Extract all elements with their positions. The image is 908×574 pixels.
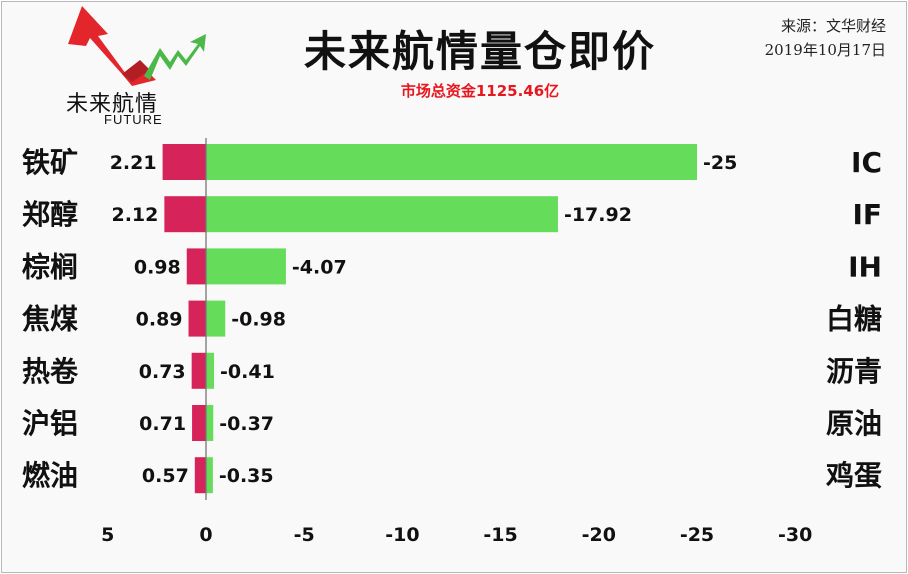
value-label-left-1: 2.12 bbox=[111, 204, 158, 226]
category-label-left-6: 燃油 bbox=[22, 459, 78, 492]
x-tick-label-3: -10 bbox=[385, 524, 419, 546]
logo-text: 未来航情 bbox=[66, 92, 159, 117]
x-tick-label-7: -30 bbox=[778, 524, 812, 546]
bar-right-0 bbox=[206, 144, 697, 180]
bar-right-3 bbox=[206, 300, 226, 337]
category-label-left-0: 铁矿 bbox=[22, 146, 78, 179]
bar-left-1 bbox=[164, 196, 206, 233]
value-label-right-6: -0.35 bbox=[219, 465, 274, 487]
source-label: 来源：文华财经 bbox=[780, 17, 886, 35]
value-label-left-2: 0.98 bbox=[134, 256, 181, 278]
category-label-right-6: 鸡蛋 bbox=[825, 459, 882, 492]
bar-right-5 bbox=[206, 405, 214, 441]
category-label-right-2: IH bbox=[848, 250, 882, 283]
category-label-left-3: 焦煤 bbox=[22, 303, 78, 336]
x-tick-label-2: -5 bbox=[294, 524, 315, 546]
x-tick-label-1: 0 bbox=[199, 524, 212, 546]
value-label-right-3: -0.98 bbox=[231, 309, 286, 331]
category-label-left-4: 热卷 bbox=[22, 355, 79, 388]
bar-right-6 bbox=[206, 457, 213, 494]
source-block: 来源：文华财经 2019年10月17日 bbox=[765, 14, 886, 62]
bar-left-2 bbox=[186, 248, 206, 285]
value-label-left-3: 0.89 bbox=[136, 309, 183, 331]
value-label-right-1: -17.92 bbox=[564, 204, 632, 226]
category-label-left-5: 沪铝 bbox=[22, 407, 78, 440]
logo-subtext: FUTURE bbox=[104, 112, 163, 127]
value-label-left-6: 0.57 bbox=[142, 465, 189, 487]
value-label-left-0: 2.21 bbox=[110, 152, 157, 174]
bar-right-4 bbox=[206, 352, 215, 389]
chart-title: 未来航情量仓即价 bbox=[303, 27, 656, 76]
x-tick-label-6: -25 bbox=[680, 524, 714, 546]
category-label-left-2: 棕榈 bbox=[22, 250, 78, 283]
x-tick-label-0: 5 bbox=[101, 524, 114, 546]
future-logo bbox=[68, 6, 206, 86]
bar-left-3 bbox=[188, 300, 206, 337]
category-label-right-0: IC bbox=[851, 146, 882, 179]
category-label-right-4: 沥青 bbox=[826, 355, 882, 388]
bar-right-1 bbox=[206, 196, 558, 233]
bar-left-4 bbox=[191, 352, 206, 389]
value-label-left-5: 0.71 bbox=[139, 413, 186, 435]
x-tick-label-4: -15 bbox=[483, 524, 517, 546]
value-label-right-5: -0.37 bbox=[219, 413, 274, 435]
date-label: 2019年10月17日 bbox=[764, 41, 886, 59]
bar-left-6 bbox=[194, 457, 206, 494]
bar-left-0 bbox=[162, 144, 206, 180]
value-label-right-4: -0.41 bbox=[220, 361, 275, 383]
category-label-right-3: 白糖 bbox=[826, 303, 882, 336]
category-label-left-1: 郑醇 bbox=[22, 198, 78, 231]
value-label-right-0: -25 bbox=[703, 152, 737, 174]
value-label-right-2: -4.07 bbox=[292, 256, 347, 278]
x-tick-label-5: -20 bbox=[582, 524, 616, 546]
category-label-right-1: IF bbox=[852, 198, 882, 231]
bar-left-5 bbox=[192, 405, 206, 441]
value-label-left-4: 0.73 bbox=[139, 361, 186, 383]
category-label-right-5: 原油 bbox=[826, 407, 882, 440]
bar-right-2 bbox=[206, 248, 286, 285]
chart-subtitle: 市场总资金1125.46亿 bbox=[400, 82, 560, 100]
